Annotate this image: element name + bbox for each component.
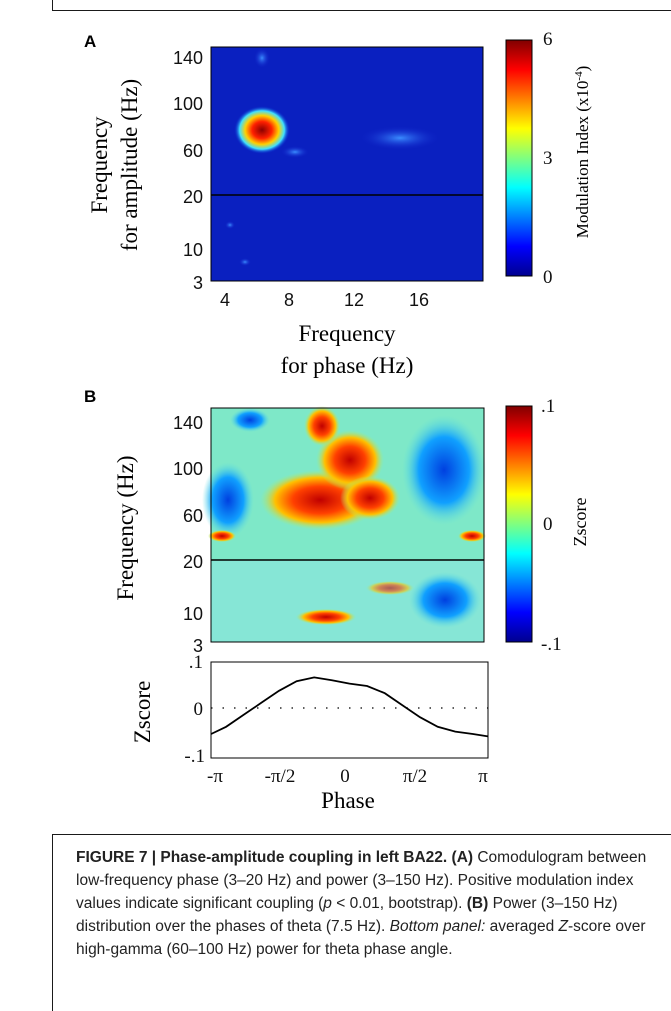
- panel-b-hot-region: [296, 609, 356, 625]
- panel-b-colorbar-tick: .1: [541, 396, 555, 417]
- panel-b-colorbar-tick: 0: [543, 514, 553, 535]
- panel-a-hotspot: [234, 106, 290, 154]
- panel-a-label: A: [84, 32, 96, 51]
- line-chart-xtick: π: [478, 766, 488, 787]
- panel-a-xtick: 8: [284, 290, 294, 310]
- panel-a-colorbar-tick: 6: [543, 29, 553, 50]
- panel-b-colorbar-label: Zscore: [570, 498, 590, 547]
- panel-b-hot-region: [366, 581, 414, 595]
- line-chart-ytick: .1: [189, 652, 203, 673]
- panel-b-hot-region: [208, 530, 236, 542]
- panel-a-colorbar-tick: 0: [543, 267, 553, 288]
- caption-text: Power (3–150 Hz) distribution over the p…: [76, 895, 618, 935]
- panel-a-ytick: 140: [173, 48, 203, 68]
- panel-a-xtick: 4: [220, 290, 230, 310]
- panel-a-colorbar-tick: 3: [543, 148, 553, 169]
- panel-b-label: B: [84, 387, 96, 406]
- panel-b-cold-region: [409, 572, 481, 628]
- line-chart-xlabel: Phase: [321, 788, 375, 813]
- caption-text: < 0.01, bootstrap).: [331, 895, 467, 912]
- panel-b-cold-region: [230, 408, 270, 432]
- panel-b-frame: [210, 407, 485, 643]
- line-chart-xtick: -π/2: [265, 766, 296, 787]
- caption-z: Z: [558, 918, 568, 935]
- line-chart-ytick: -.1: [184, 746, 205, 767]
- caption-b-label: (B): [466, 895, 489, 912]
- panel-a-blob: [239, 258, 251, 266]
- line-chart-xtick: π/2: [403, 766, 427, 787]
- panel-a-colorbar: [505, 39, 533, 277]
- panel-b-ytick: 3: [193, 636, 203, 656]
- caption-text: averaged: [485, 918, 559, 935]
- panel-a-ytick: 60: [183, 141, 203, 161]
- panel-b-hot-region: [316, 430, 384, 490]
- panel-b-ytick: 140: [173, 413, 203, 433]
- panel-a-ylabel-2: for amplitude (Hz): [117, 79, 142, 251]
- line-chart-xtick: -π: [207, 766, 223, 787]
- panel-a-xtick: 12: [344, 290, 364, 310]
- figure-frame-top: [52, 0, 53, 10]
- panel-a-blob: [360, 126, 440, 150]
- caption-p: p: [323, 895, 332, 912]
- panel-b-ytick: 60: [183, 506, 203, 526]
- panel-a-xlabel-2: for phase (Hz): [281, 353, 414, 378]
- caption-bottom-panel: Bottom panel:: [389, 918, 486, 935]
- panel-b-cold-region: [402, 415, 486, 525]
- panel-b-hot-region: [340, 476, 400, 520]
- panel-a-xtick: 16: [409, 290, 429, 310]
- panel-a-xlabel-1: Frequency: [298, 321, 396, 346]
- line-chart-ytick: 0: [194, 699, 204, 720]
- caption-text: Comodulogram between low-frequency phase…: [76, 849, 647, 912]
- zscore-line: [210, 676, 489, 738]
- panel-a-blob: [225, 221, 235, 229]
- panel-a-ytick: 10: [183, 240, 203, 260]
- line-chart-xtick: 0: [340, 766, 350, 787]
- panel-b-hot-region: [458, 530, 486, 542]
- panel-b-ylabel: Frequency (Hz): [113, 456, 138, 601]
- caption-text: -score over high-gamma (60–100 Hz) power…: [76, 918, 646, 958]
- panel-b-ytick: 100: [173, 459, 203, 479]
- panel-a-heatmap: [210, 46, 484, 282]
- line-chart-ylabel: Zscore: [130, 681, 155, 744]
- panel-a-ylabel-1: Frequency: [87, 116, 112, 214]
- panel-a-frame: [210, 46, 484, 282]
- panel-b-colorbar: [505, 405, 533, 643]
- panel-a-ytick: 20: [183, 187, 203, 207]
- line-chart-frame: [210, 661, 489, 759]
- panel-b-ytick: 10: [183, 604, 203, 624]
- caption-frame: [52, 834, 671, 1011]
- panel-a-colorbar-label: Modulation Index (x10-4): [573, 66, 592, 239]
- figure-caption: FIGURE 7 | Phase-amplitude coupling in l…: [76, 846, 664, 961]
- panel-b-ytick: 20: [183, 552, 203, 572]
- figure-graphic: A 140 100 60 20 10 3 4 8 12 16 Frequency…: [84, 29, 592, 813]
- figure-frame-top-rule: [52, 10, 671, 11]
- panel-a-blob: [254, 48, 270, 68]
- panel-a-blob: [281, 146, 309, 158]
- panel-b-colorbar-tick: -.1: [541, 634, 562, 655]
- panel-a-ytick: 100: [173, 94, 203, 114]
- panel-b-hot-region: [304, 406, 340, 446]
- panel-b-cold-region: [202, 462, 254, 538]
- caption-figure-label: FIGURE 7 | Phase-amplitude coupling in l…: [76, 849, 474, 866]
- panel-a-ytick: 3: [193, 273, 203, 293]
